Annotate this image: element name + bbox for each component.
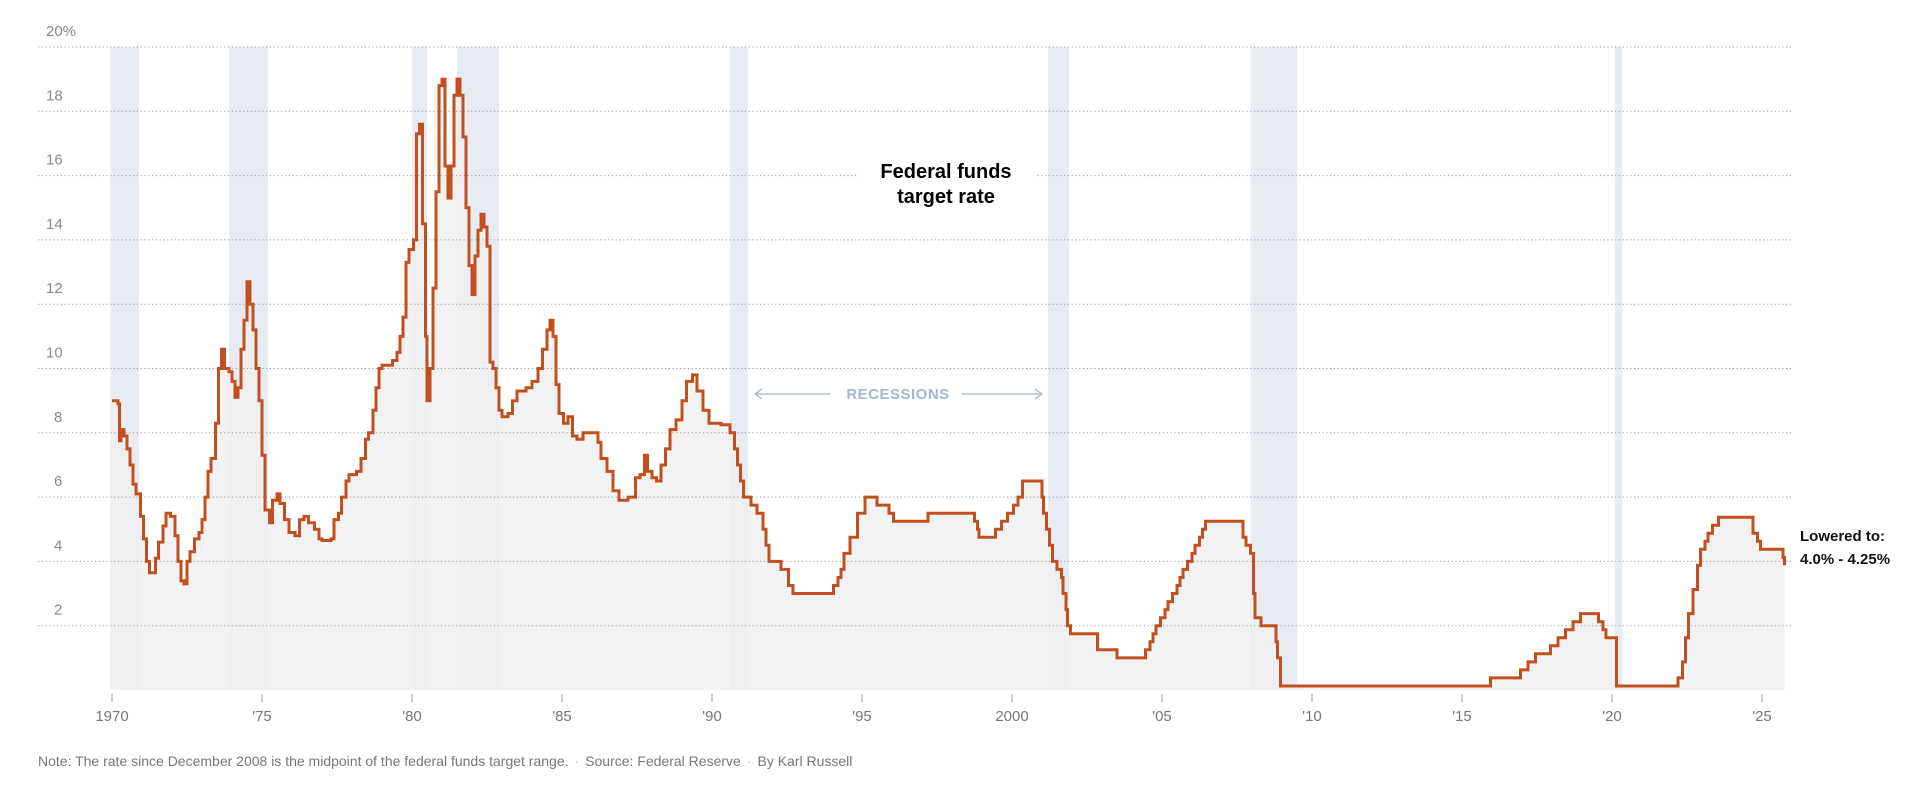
y-tick-label: 18 bbox=[46, 87, 63, 104]
x-tick-label: '10 bbox=[1302, 708, 1322, 725]
end-annotation-line-1: Lowered to: bbox=[1800, 528, 1885, 545]
arrow-right-head-icon bbox=[1034, 388, 1044, 400]
x-tick-label: '95 bbox=[852, 708, 872, 725]
title-background bbox=[858, 156, 1036, 208]
y-tick-label: 14 bbox=[46, 216, 63, 233]
footer-separator: · bbox=[746, 753, 752, 769]
x-tick-label: '20 bbox=[1602, 708, 1622, 725]
rate-line-group bbox=[112, 77, 1786, 688]
rate-area bbox=[112, 79, 1785, 691]
rate-line bbox=[112, 77, 1786, 688]
x-tick-label: 1970 bbox=[95, 708, 128, 725]
chart-footer: Note: The rate since December 2008 is th… bbox=[38, 753, 852, 769]
area-fill bbox=[112, 79, 1785, 691]
y-tick-label: 6 bbox=[54, 473, 62, 490]
arrow-left-head-icon bbox=[753, 388, 763, 400]
footer-byline: By Karl Russell bbox=[757, 753, 853, 769]
recession-band bbox=[1615, 47, 1623, 690]
y-axis: 20% 18 16 14 12 10 8 6 4 2 bbox=[46, 23, 76, 619]
y-tick-label: 8 bbox=[54, 409, 62, 426]
y-tick-label: 16 bbox=[46, 152, 63, 169]
footer-separator: · bbox=[574, 753, 580, 769]
x-tick-label: '15 bbox=[1452, 708, 1472, 725]
x-tick-label: 2000 bbox=[995, 708, 1028, 725]
recession-band bbox=[1048, 47, 1069, 690]
end-annotation-line-2: 4.0% - 4.25% bbox=[1800, 551, 1890, 568]
chart-title-line-1: Federal funds bbox=[880, 161, 1011, 183]
x-tick-label: '90 bbox=[702, 708, 722, 725]
y-tick-label: 20% bbox=[46, 23, 76, 40]
x-tick-label: '85 bbox=[552, 708, 572, 725]
y-tick-label: 10 bbox=[46, 345, 63, 362]
footer-source: Source: Federal Reserve bbox=[585, 753, 741, 769]
x-tick-label: '80 bbox=[402, 708, 422, 725]
x-tick-label: '75 bbox=[252, 708, 272, 725]
y-tick-label: 2 bbox=[54, 602, 62, 619]
x-tick-label: '25 bbox=[1752, 708, 1772, 725]
annotations: Federal funds target rate RECESSIONS Low… bbox=[753, 156, 1890, 568]
x-axis: 1970 '75 '80 '85 '90 '95 2000 '05 '10 '15 '20 '25 bbox=[95, 694, 1772, 725]
recessions-label: RECESSIONS bbox=[846, 386, 949, 403]
x-tick-label: '05 bbox=[1152, 708, 1172, 725]
y-tick-label: 4 bbox=[54, 537, 62, 554]
chart-title-line-2: target rate bbox=[897, 186, 995, 208]
footer-note: Note: The rate since December 2008 is th… bbox=[38, 753, 569, 769]
y-tick-label: 12 bbox=[46, 280, 63, 297]
